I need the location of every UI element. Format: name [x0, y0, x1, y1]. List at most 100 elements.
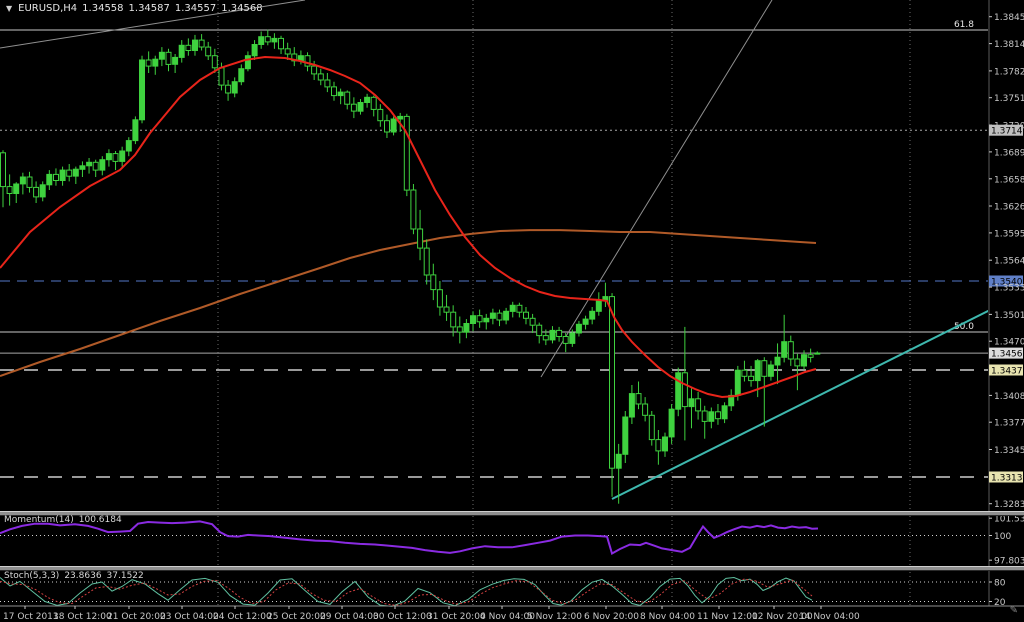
candle — [675, 372, 682, 410]
candle — [364, 96, 371, 104]
price-axis-label: 1.35640 — [994, 257, 1024, 267]
candle — [635, 393, 642, 405]
candle — [754, 360, 761, 382]
symbol-dropdown-icon[interactable]: ▼ — [6, 4, 13, 13]
candle — [589, 310, 596, 320]
steep-gray-trendline — [540, 0, 773, 378]
candle — [284, 48, 291, 55]
trendlines-layer — [0, 0, 988, 500]
price-axis-label: 1.32830 — [994, 500, 1024, 510]
candle — [516, 304, 523, 313]
time-axis-label: 8 Nov 04:00 — [640, 612, 695, 622]
candle — [26, 176, 33, 188]
candle — [59, 169, 66, 182]
candle — [708, 411, 715, 422]
time-axis-label: 23 Oct 04:00 — [160, 612, 219, 622]
candle — [814, 352, 821, 355]
time-axis-label: 25 Oct 20:00 — [267, 612, 326, 622]
candle — [105, 153, 112, 161]
price-axis-label: 1.36265 — [994, 203, 1024, 213]
price-axis-label: 1.33770 — [994, 419, 1024, 429]
candle — [655, 439, 662, 452]
candle — [536, 324, 543, 337]
price-axis[interactable]: 1.384501.381401.378251.375151.372001.371… — [988, 0, 1024, 608]
price-axis-label: 1.36580 — [994, 175, 1024, 185]
price-axis-label: 1.34080 — [994, 392, 1024, 402]
candle — [582, 318, 589, 325]
candle — [463, 323, 470, 333]
candle — [291, 53, 298, 62]
candle — [172, 56, 179, 65]
symbol-timeframe-label: EURUSD,H4 — [18, 3, 78, 14]
candles-layer — [0, 29, 821, 504]
stoch-main-line — [0, 576, 813, 607]
candle — [0, 152, 6, 188]
corner-badge-icon: ✎ — [1009, 605, 1018, 616]
ohlc-close: 1.34568 — [221, 3, 263, 14]
momentum-axis-label: 97.8037 — [994, 557, 1024, 567]
candle — [761, 360, 768, 377]
candle — [238, 68, 245, 83]
candle — [145, 59, 152, 67]
panel-separator-momentum[interactable] — [0, 511, 1024, 516]
candle — [496, 312, 503, 321]
candle — [549, 329, 556, 341]
candle — [443, 306, 450, 313]
candle — [575, 323, 582, 334]
time-axis-label: 18 Oct 12:00 — [53, 612, 112, 622]
candle — [337, 91, 344, 97]
candle — [403, 115, 410, 191]
candle — [198, 39, 205, 48]
stoch-axis-label: 80 — [994, 579, 1006, 589]
candle — [701, 410, 708, 422]
time-axis-label: 30 Oct 12:00 — [373, 612, 432, 622]
ohlc-high: 1.34587 — [128, 3, 170, 14]
candle — [503, 310, 510, 321]
candle — [99, 159, 106, 171]
ma-fast-line — [0, 55, 817, 399]
panel-separator-stochastic[interactable] — [0, 566, 1024, 571]
candle — [258, 36, 265, 46]
candle — [801, 354, 807, 367]
time-axis-label: 24 Oct 12:00 — [213, 612, 272, 622]
candle — [357, 102, 364, 112]
candle — [456, 326, 463, 333]
momentum-name: Momentum(14) — [4, 515, 74, 525]
candle — [205, 46, 212, 57]
candle — [450, 311, 457, 328]
time-axis-label: 31 Oct 20:00 — [427, 612, 486, 622]
price-tag — [989, 275, 1023, 287]
candle — [681, 372, 688, 408]
candle — [112, 153, 119, 162]
candle — [79, 165, 86, 170]
candle — [648, 414, 655, 441]
candle — [622, 416, 629, 455]
candle — [251, 44, 258, 57]
time-axis-label: 5 Nov 12:00 — [527, 612, 582, 622]
candle — [542, 335, 549, 341]
candle — [304, 55, 311, 67]
candle — [556, 329, 563, 337]
candle — [311, 65, 318, 75]
candle — [66, 169, 73, 177]
candle — [668, 408, 675, 438]
candle — [721, 405, 728, 420]
candle — [72, 168, 79, 177]
candle — [39, 184, 46, 198]
candle — [92, 161, 99, 171]
time-axis-label: 21 Oct 20:00 — [107, 612, 166, 622]
candle — [264, 36, 271, 43]
candle — [787, 341, 794, 360]
candle — [436, 289, 443, 308]
candle — [384, 120, 390, 133]
price-tag-text: 1.33138 — [991, 474, 1024, 484]
candle — [523, 311, 529, 319]
candle — [132, 119, 139, 142]
candle — [781, 341, 788, 358]
candle — [748, 375, 755, 382]
candle — [470, 315, 476, 325]
candle — [476, 315, 483, 323]
